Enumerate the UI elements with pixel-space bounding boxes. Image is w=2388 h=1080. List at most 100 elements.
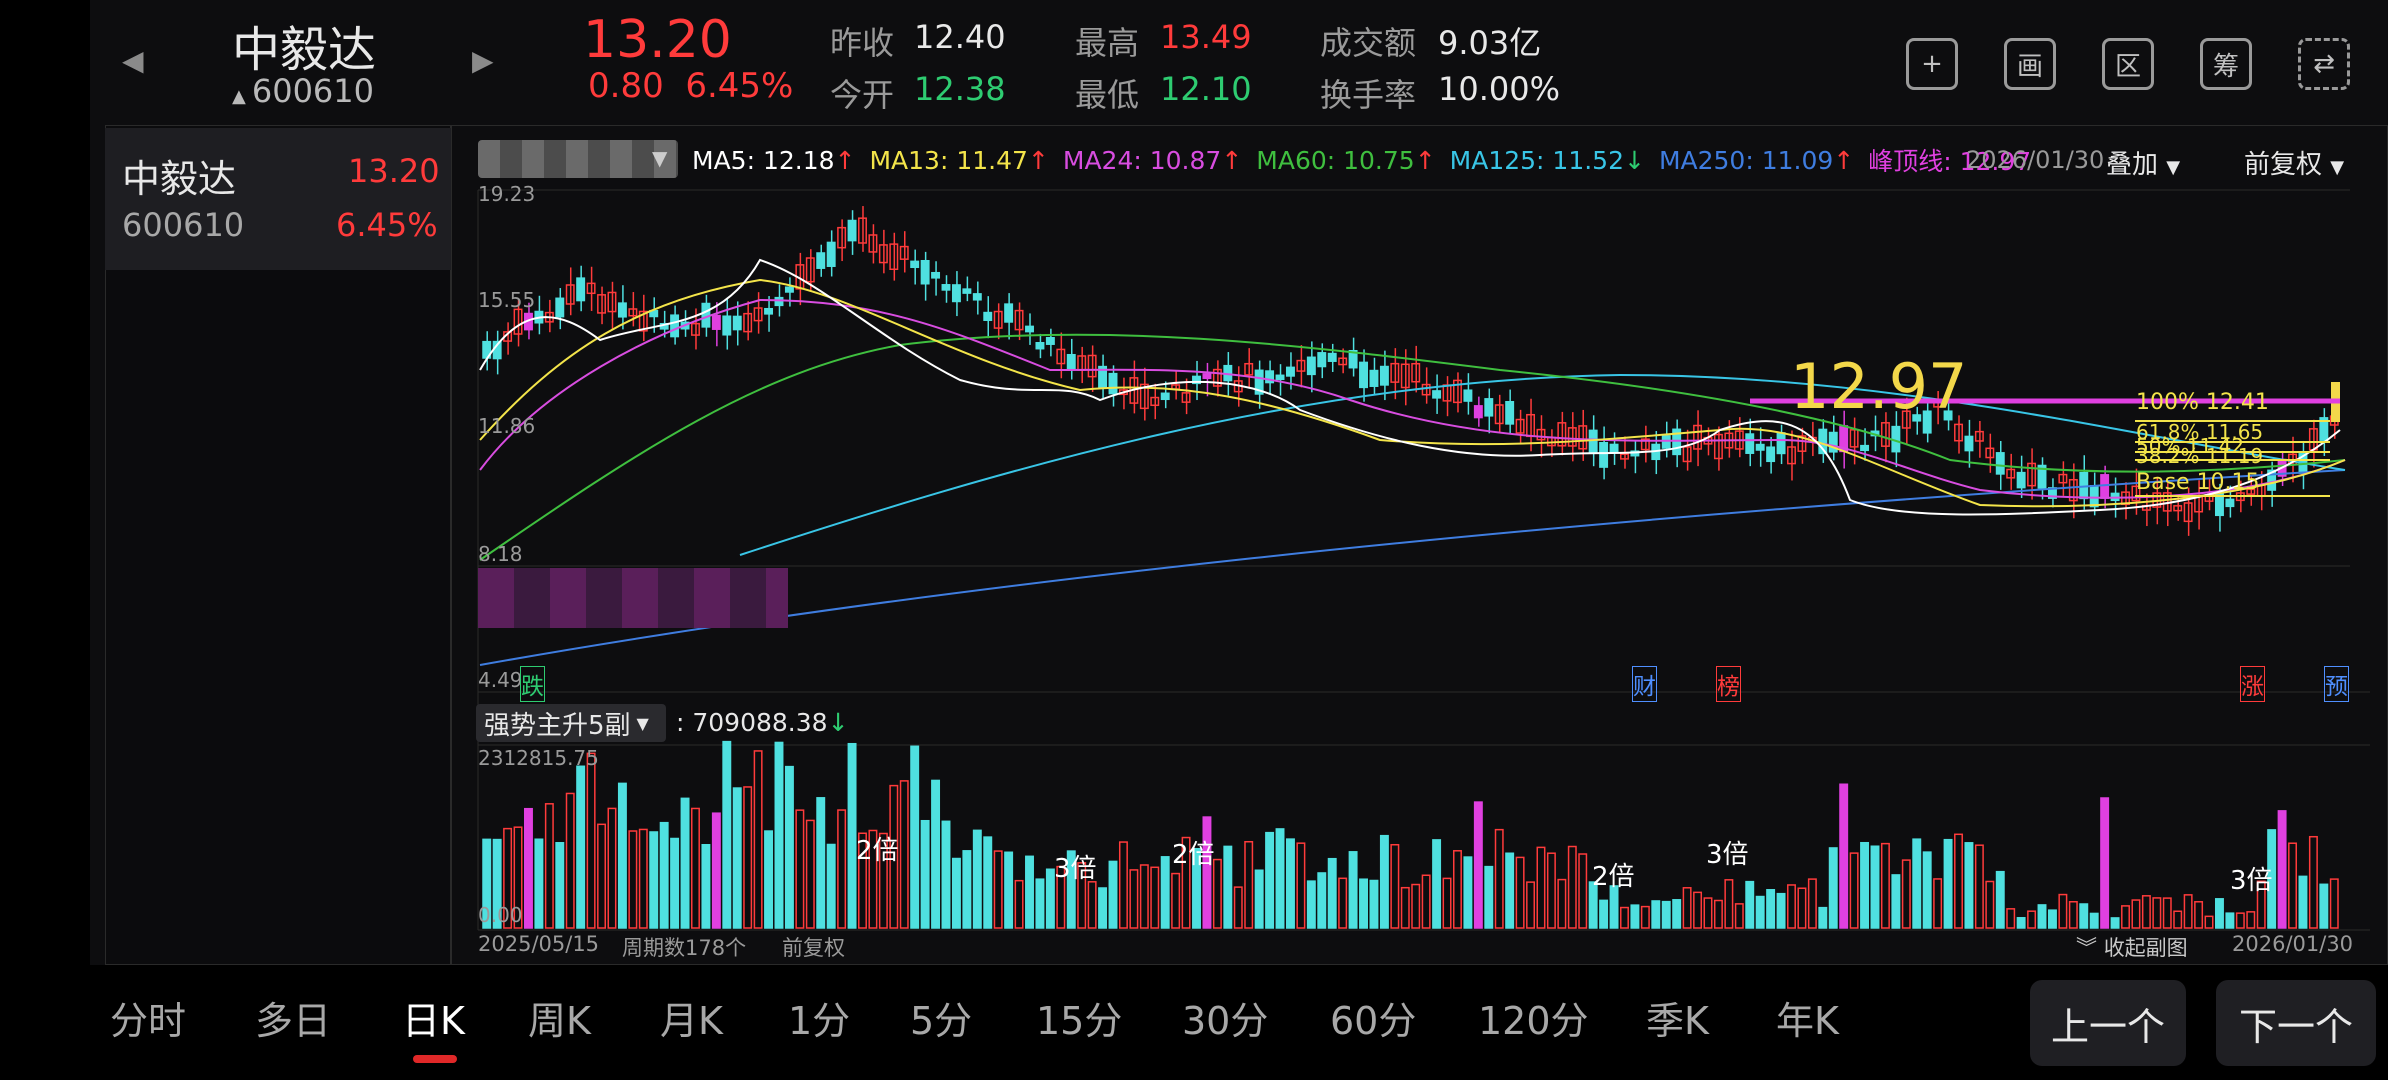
open-label: 今开 [830,76,895,114]
stock-code: ▲ 600610 [232,72,374,110]
blurred-overlay [478,568,788,628]
tab-monthly-k[interactable]: 月K [660,999,723,1043]
prev-stock-arrow-icon[interactable]: ◀ [122,44,144,77]
candle [1609,443,1619,453]
candle [586,282,596,295]
volume-bar [816,797,826,929]
candle [638,310,648,332]
volume-bar [962,850,972,929]
tab-15min[interactable]: 15分 [1036,999,1123,1043]
range-icon[interactable]: 区 [2102,38,2154,90]
candle [858,217,867,244]
volume-bar [2027,910,2037,929]
tab-1min[interactable]: 1分 [788,999,851,1043]
volume-bar [1275,828,1285,929]
volume-bar [993,850,1003,929]
candle [1985,447,1995,459]
tab-30min[interactable]: 30分 [1182,999,1269,1043]
chevron-down-icon: ▼ [636,713,649,733]
volume-bar [1693,891,1703,929]
finance-marker[interactable]: 财 [1632,666,1657,702]
volume-bar [1056,865,1066,929]
adjust-dropdown[interactable]: 前复权 ▼ [2244,144,2344,181]
volume-bar [2194,901,2204,929]
collapse-chevron-icon: ︾ [2076,936,2097,960]
volume-bar [1682,887,1692,929]
candle [1108,372,1118,395]
y-tick-bottom: 4.49 [478,668,523,692]
forecast-marker[interactable]: 预 [2324,666,2349,702]
tab-quarterly-k[interactable]: 季K [1646,999,1709,1043]
candle [1192,375,1201,385]
tab-5min[interactable]: 5分 [910,999,973,1043]
volume-bar [2047,909,2057,929]
candle [1338,357,1348,366]
y-tick-2: 15.55 [478,288,536,312]
chip-icon[interactable]: 筹 [2200,38,2252,90]
volume-bar [513,826,523,929]
next-stock-arrow-icon[interactable]: ▶ [472,44,494,77]
volume-bar [1442,877,1452,929]
overlay-dropdown[interactable]: 叠加 ▼ [2106,144,2180,181]
switch-icon[interactable]: ⇄ [2298,38,2350,90]
volume-bar [1567,845,1577,929]
limit-up-marker[interactable]: 涨 [2240,666,2265,702]
tab-daily-k[interactable]: 日K [402,999,465,1043]
tab-yearly-k[interactable]: 年K [1776,999,1839,1043]
volume-bar [1703,897,1713,929]
sub-y-top: 2312815.75 [478,746,599,770]
prev-close-value: 12.40 [914,18,1006,56]
candle [847,219,857,242]
plus-square-icon[interactable]: + [1906,38,1958,90]
candle [607,291,617,313]
tab-multiday[interactable]: 多日 [255,999,332,1043]
rank-marker[interactable]: 榜 [1716,666,1741,702]
volume-bar [1150,866,1160,929]
tab-60min[interactable]: 60分 [1330,999,1417,1043]
volume-bar [576,765,586,929]
volume-bar [2068,901,2078,929]
candle [722,315,732,336]
tab-weekly-k[interactable]: 周K [528,999,591,1043]
candle [1160,392,1170,401]
volume-bar [1995,870,2005,929]
volume-bar [1620,906,1629,929]
chip-icon-label: 筹 [2212,51,2239,82]
ma5-line [479,258,2341,516]
chevron-down-icon[interactable]: ▼ [652,146,668,170]
next-button[interactable]: 下一个 [2216,980,2376,1066]
candle [1098,365,1108,388]
volume-bar [1285,838,1295,929]
volume-bar [1672,899,1682,929]
watchlist-item-pct: 6.45% [336,206,438,244]
volume-bar [670,837,680,929]
candle [1306,356,1316,376]
candle [878,244,888,264]
draw-icon[interactable]: 画 [2004,38,2056,90]
volume-bar [1588,881,1598,929]
volume-bar [1379,834,1389,929]
collapse-subchart-button[interactable]: ︾ 收起副图 [2076,932,2188,962]
candle [1536,428,1546,441]
volume-bar [2141,895,2151,929]
candle [1348,349,1358,369]
sub-indicator-name: 强势主升5副 [484,710,631,741]
watchlist-item[interactable] [105,128,451,270]
volume-bar [1515,856,1525,929]
indicator-selector-blurred[interactable] [478,140,678,178]
candle [555,297,565,318]
volume-bar [1463,856,1473,929]
sub-indicator-selector[interactable]: 强势主升5副 ▼ [476,704,666,742]
price-change: 0.80 6.45% [588,66,793,106]
low-value: 12.10 [1160,70,1252,108]
multiplier-label: 3倍 [1706,840,1749,870]
down-marker[interactable]: 跌 [520,666,545,702]
volume-bar [1421,874,1431,929]
candle [1473,405,1483,419]
tab-intraday[interactable]: 分时 [110,999,187,1043]
change-percent: 6.45% [685,66,794,106]
volume-bar [784,765,794,929]
tab-120min[interactable]: 120分 [1478,999,1589,1043]
ma5-legend: MA5: 12.18↑ [692,145,856,175]
prev-button[interactable]: 上一个 [2030,980,2186,1066]
